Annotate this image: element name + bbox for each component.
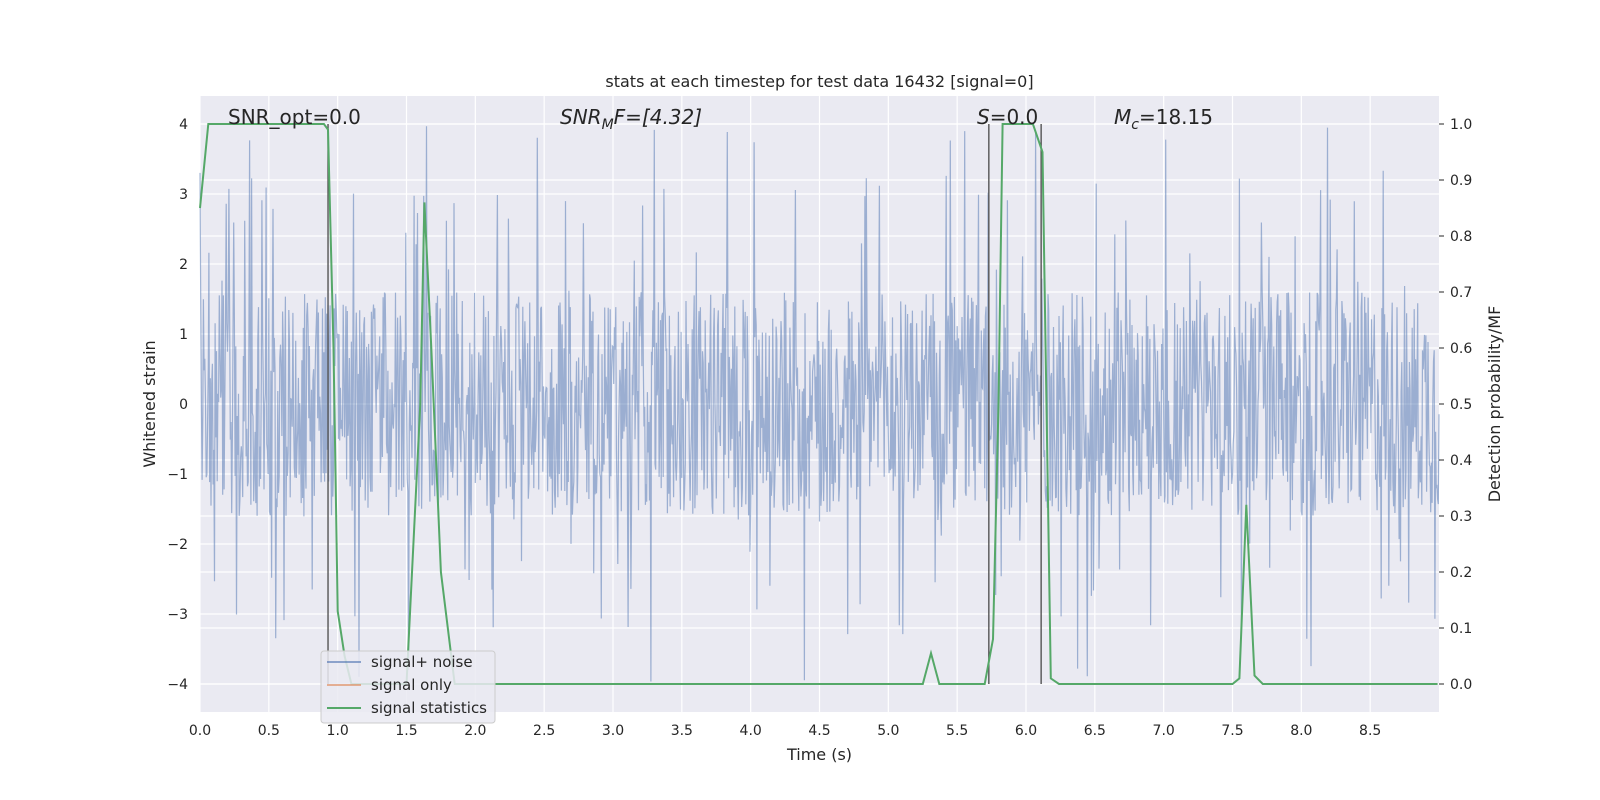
x-ticks: 0.0 0.5 1.0 1.5 2.0 2.5 3.0 3.5 4.0 4.5 5.0 5.5 6.0 6… [189,723,1381,739]
signal-statistics-line [199,123,1438,685]
chart-title: stats at each timestep for test data 164… [605,72,1033,91]
y-right-tick-label: 0.6 [1450,341,1472,357]
annotation-s: S=0.0 [977,105,1038,129]
y-left-tick-label: −3 [167,607,188,623]
legend: signal+ noise signal only signal statist… [320,650,496,724]
vertical-markers [327,124,1042,684]
legend-label-signal-statistics: signal statistics [371,699,487,717]
x-tick-label: 8.5 [1359,723,1381,739]
y-right-axis-label: Detection probability/MF [1485,306,1504,503]
y-left-axis-label: Whitened strain [140,340,159,467]
annotation-mc-rest: =18.15 [1139,105,1213,129]
x-tick-label: 7.0 [1153,723,1175,739]
annotation-mc-base: M [1114,105,1131,129]
x-axis-label: Time (s) [786,745,852,764]
annotation-snr-mf-rest: F=[4.32] [614,105,702,129]
annotation-s-main: S [977,105,990,129]
y-right-tick-label: 0.1 [1450,621,1472,637]
x-tick-label: 5.5 [946,723,968,739]
x-tick-label: 2.5 [533,723,555,739]
legend-box [320,650,496,724]
annotation-snr-mf-base: SNR [560,105,602,129]
x-tick-label: 3.5 [671,723,693,739]
legend-label-signal-only: signal only [371,676,452,694]
legend-label-signal-noise: signal+ noise [371,653,473,671]
y-left-tick-label: −1 [167,467,188,483]
y-left-tick-label: 2 [179,257,188,273]
x-tick-label: 6.5 [1084,723,1106,739]
y-right-tick-label: 0.2 [1450,565,1472,581]
y-right-tick-label: 0.7 [1450,285,1472,301]
x-tick-label: 0.5 [258,723,280,739]
annotation-mc: Mc=18.15 [1114,105,1213,133]
y-right-tick-label: 0.0 [1450,677,1472,693]
y-left-tick-label: 3 [179,187,188,203]
x-tick-label: 5.0 [877,723,899,739]
x-tick-label: 1.0 [327,723,349,739]
annotation-s-rest: =0.0 [990,105,1039,129]
y-right-tick-label: 0.4 [1450,453,1472,469]
grid [199,96,1439,712]
x-tick-label: 2.0 [464,723,486,739]
signal-noise-line [199,126,1440,682]
x-tick-label: 4.5 [808,723,830,739]
annotation-snr-opt: SNR_opt=0.0 [228,105,361,129]
y-right-ticks: 1.0 0.9 0.8 0.7 0.6 0.5 0.4 0.3 0.2 0.1 0.0 [1439,117,1472,693]
x-tick-label: 7.5 [1221,723,1243,739]
y-left-tick-label: 4 [179,117,188,133]
annotation-snr-mf-sub: M [602,117,614,133]
x-tick-label: 3.0 [602,723,624,739]
noise-series [199,126,1440,682]
x-tick-label: 6.0 [1015,723,1037,739]
y-left-tick-label: 0 [179,397,188,413]
y-left-ticks: 4 3 2 1 0 −1 −2 −3 −4 [167,117,188,693]
y-right-tick-label: 0.5 [1450,397,1472,413]
y-right-tick-label: 0.9 [1450,173,1472,189]
y-right-tick-label: 1.0 [1450,117,1472,133]
x-tick-label: 8.0 [1290,723,1312,739]
x-tick-label: 4.0 [740,723,762,739]
y-left-tick-label: −4 [167,677,188,693]
y-left-tick-label: 1 [179,327,188,343]
signal-statistics-series [199,123,1438,685]
annotation-mc-sub: c [1131,117,1139,133]
y-left-tick-label: −2 [167,537,188,553]
y-right-tick-label: 0.8 [1450,229,1472,245]
annotation-snr-mf: SNRMF=[4.32] [560,105,702,133]
x-tick-label: 1.5 [395,723,417,739]
y-right-tick-label: 0.3 [1450,509,1472,525]
x-tick-label: 0.0 [189,723,211,739]
